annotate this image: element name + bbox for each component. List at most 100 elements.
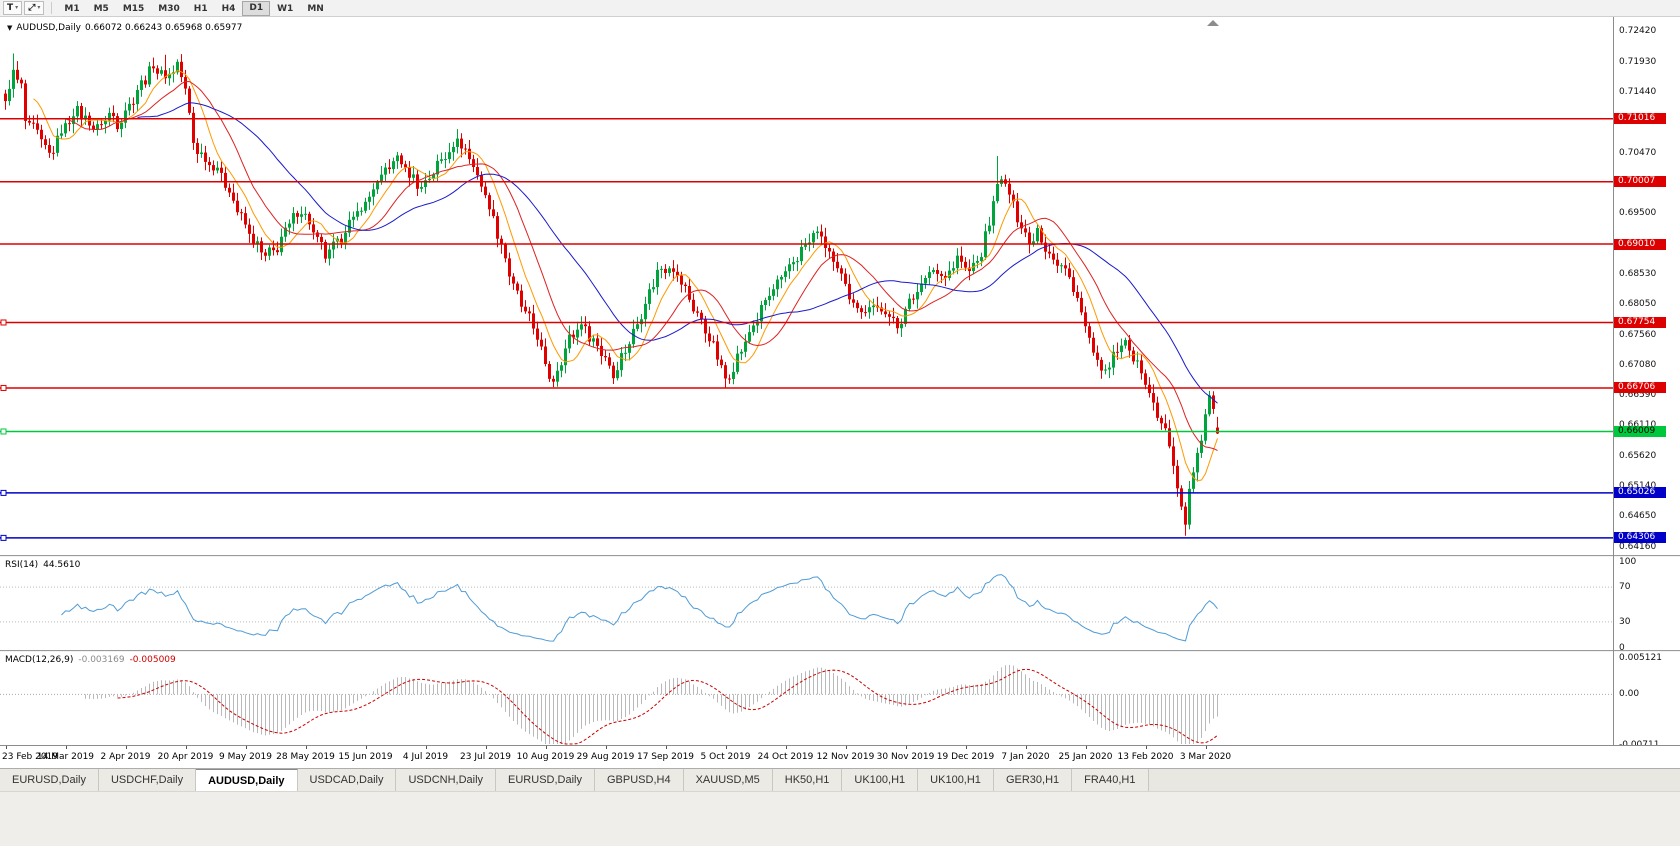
timeframe-button-m1[interactable]: M1 <box>64 3 80 14</box>
macd-main-value: -0.003169 <box>78 655 125 665</box>
date-axis-label: 20 Apr 2019 <box>157 752 214 762</box>
price-axis-label: 0.65620 <box>1619 450 1657 461</box>
chart-tab[interactable]: UK100,H1 <box>842 769 919 791</box>
top-toolbar: T ▾ ⤢ ▾ M1 M5 M15 M30 H1 H4 D1 W1 MN <box>0 0 1680 17</box>
price-axis-label: 0.66110 <box>1619 420 1656 431</box>
timeframe-buttons: M1 M5 M15 M30 H1 H4 D1 W1 MN <box>57 0 330 16</box>
date-axis-label: 30 Nov 2019 <box>876 752 935 762</box>
chart-ohlc-values: 0.66072 0.66243 0.65968 0.65977 <box>84 23 243 33</box>
chart-tab[interactable]: EURUSD,Daily <box>0 769 99 791</box>
chevron-down-icon: ▾ <box>37 4 41 11</box>
macd-signal-value: -0.005009 <box>129 655 176 665</box>
chart-tab[interactable]: USDCNH,Daily <box>396 769 497 791</box>
date-axis-line <box>0 745 1680 746</box>
date-axis-label: 25 Jan 2020 <box>1058 752 1113 762</box>
chart-dropdown-icon[interactable]: ▼ <box>7 23 13 32</box>
panel-splitter-rsi[interactable] <box>0 555 1680 557</box>
chart-tab[interactable]: UK100,H1 <box>918 769 994 791</box>
date-tick <box>1085 746 1087 749</box>
date-axis-label: 15 Jun 2019 <box>338 752 393 762</box>
price-level-badge: 0.70007 <box>1614 176 1666 188</box>
date-tick <box>905 746 907 749</box>
timeframe-button-m5[interactable]: M5 <box>93 3 109 14</box>
date-tick <box>365 746 367 749</box>
date-axis[interactable]: 23 Feb 2019 14 Mar 2019 2 Apr 2019 20 Apr 2… <box>0 746 1680 768</box>
date-tick <box>185 746 187 749</box>
drawing-tool-button[interactable]: ⤢ ▾ <box>24 1 45 15</box>
timeframe-button-h4[interactable]: H4 <box>221 3 236 14</box>
axis-separator-line <box>1613 17 1614 745</box>
chart-tab[interactable]: USDCHF,Daily <box>98 769 197 791</box>
candlestick-canvas[interactable] <box>0 17 1613 555</box>
date-tick <box>65 746 67 749</box>
chevron-down-icon: ▾ <box>15 4 19 11</box>
date-tick <box>545 746 547 749</box>
rsi-axis-label: 100 <box>1619 557 1637 567</box>
price-level-badge: 0.71016 <box>1614 113 1666 125</box>
macd-label: MACD(12,26,9) -0.003169 -0.005009 <box>5 655 176 665</box>
rsi-axis[interactable]: 100 70 30 0 <box>1614 557 1680 650</box>
date-axis-label: 29 Aug 2019 <box>576 752 635 762</box>
date-tick <box>5 746 7 749</box>
chart-tab[interactable]: USDCAD,Daily <box>297 769 397 791</box>
chart-tab-bar: EURUSD,Daily USDCHF,Daily AUDUSD,Daily USDC… <box>0 768 1680 791</box>
chart-tab[interactable]: AUDUSD,Daily <box>196 769 298 791</box>
chart-tab[interactable]: GER30,H1 <box>993 769 1073 791</box>
price-axis-label: 0.67080 <box>1619 359 1657 370</box>
price-axis-label: 0.66590 <box>1619 390 1657 401</box>
price-axis-label: 0.69500 <box>1619 208 1657 219</box>
price-level-badge: 0.66009 <box>1614 425 1666 437</box>
date-axis-label: 24 Oct 2019 <box>757 752 814 762</box>
macd-axis-label: -0.00711 <box>1619 740 1660 745</box>
date-axis-label: 5 Oct 2019 <box>700 752 751 762</box>
macd-axis[interactable]: 0.005121 0.00 -0.00711 <box>1614 652 1680 745</box>
chart-tab[interactable]: XAUUSD,M5 <box>683 769 773 791</box>
macd-canvas[interactable] <box>0 652 1613 745</box>
rsi-value: 44.5610 <box>43 560 81 570</box>
date-tick <box>1205 746 1207 749</box>
rsi-axis-label: 0 <box>1619 643 1625 650</box>
date-tick <box>725 746 727 749</box>
date-tick <box>845 746 847 749</box>
price-axis-label: 0.64650 <box>1619 511 1657 522</box>
date-axis-label: 12 Nov 2019 <box>816 752 875 762</box>
date-tick <box>245 746 247 749</box>
chart-tab[interactable]: HK50,H1 <box>772 769 843 791</box>
price-axis-label: 0.71440 <box>1619 87 1657 98</box>
chart-tab[interactable]: GBPUSD,H4 <box>595 769 684 791</box>
date-axis-label: 4 Jul 2019 <box>402 752 449 762</box>
timeframe-button-m30[interactable]: M30 <box>158 3 180 14</box>
text-tool-button[interactable]: T ▾ <box>3 1 23 15</box>
date-axis-label: 23 Jul 2019 <box>460 752 511 762</box>
date-axis-label: 3 Mar 2020 <box>1179 752 1232 762</box>
date-axis-label: 10 Aug 2019 <box>516 752 575 762</box>
chart-tab[interactable]: FRA40,H1 <box>1072 769 1149 791</box>
price-level-badge: 0.67754 <box>1614 316 1666 328</box>
macd-axis-label: 0.00 <box>1619 689 1640 700</box>
rsi-panel[interactable]: RSI(14) 44.5610 <box>0 557 1613 650</box>
date-tick <box>965 746 967 749</box>
macd-panel[interactable]: MACD(12,26,9) -0.003169 -0.005009 <box>0 652 1613 745</box>
panel-splitter-macd[interactable] <box>0 650 1680 652</box>
price-level-badge: 0.65026 <box>1614 487 1666 499</box>
timeframe-button-w1[interactable]: W1 <box>277 3 294 14</box>
timeframe-button-mn[interactable]: MN <box>307 3 324 14</box>
timeframe-button-m15[interactable]: M15 <box>122 3 145 14</box>
date-axis-label: 17 Sep 2019 <box>636 752 695 762</box>
macd-axis-label: 0.005121 <box>1619 653 1662 663</box>
date-axis-label: 7 Jan 2020 <box>1001 752 1050 762</box>
rsi-canvas[interactable] <box>0 557 1613 650</box>
price-axis[interactable]: 0.72420 0.71930 0.71440 0.70470 0.69500 0.685… <box>1614 17 1680 555</box>
rsi-name: RSI(14) <box>5 560 39 570</box>
main-chart-panel[interactable]: ▼ AUDUSD,Daily 0.66072 0.66243 0.65968 0… <box>0 17 1613 555</box>
price-level-badge: 0.66706 <box>1614 382 1666 394</box>
timeframe-button-d1[interactable]: D1 <box>242 0 271 16</box>
timeframe-button-h1[interactable]: H1 <box>193 3 208 14</box>
date-axis-label: 2 Apr 2019 <box>100 752 151 762</box>
macd-name: MACD(12,26,9) <box>5 655 74 665</box>
chart-tab[interactable]: EURUSD,Daily <box>496 769 595 791</box>
text-tool-icon: T <box>7 3 14 13</box>
price-axis-label: 0.68050 <box>1619 298 1657 309</box>
date-tick <box>665 746 667 749</box>
price-axis-label: 0.68530 <box>1619 269 1657 279</box>
